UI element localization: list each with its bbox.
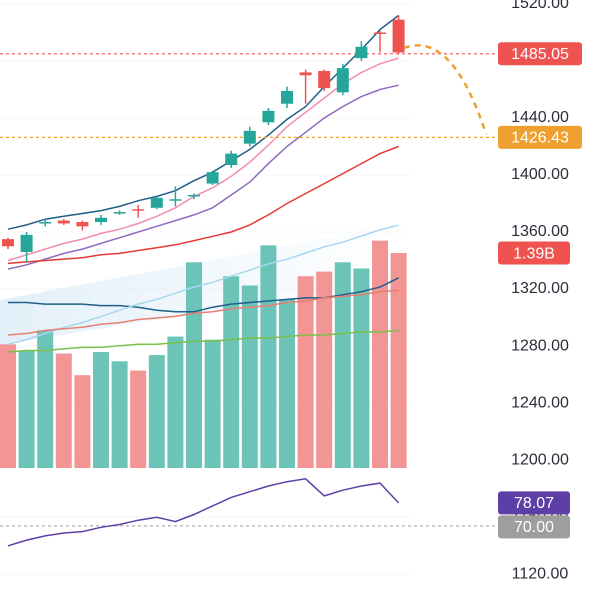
rsi-layer xyxy=(0,478,498,547)
candle-body xyxy=(76,222,89,227)
candle-body xyxy=(206,172,219,184)
volume-bar xyxy=(55,353,72,468)
volume-bar xyxy=(353,268,370,468)
y-tick-label: 1280.00 xyxy=(511,337,569,354)
volume-ma-line xyxy=(7,224,399,346)
volume-bar xyxy=(148,355,165,468)
y-tick-label: 1400.00 xyxy=(511,166,569,183)
candle-body xyxy=(39,222,52,224)
price-badge: 1426.43 xyxy=(511,130,569,147)
volume-bar xyxy=(167,336,184,468)
volume-bar xyxy=(0,344,16,468)
volume-bar xyxy=(279,299,295,468)
volume-bar xyxy=(111,361,128,468)
volume-badge: 1.39B xyxy=(513,245,555,262)
candle-body xyxy=(243,130,256,144)
price-ma-line xyxy=(7,84,399,270)
price-badge-bg xyxy=(498,42,582,66)
candle-body xyxy=(262,110,275,123)
candle-body xyxy=(95,217,107,223)
projection-curve xyxy=(403,44,488,135)
candle-body xyxy=(299,72,312,76)
volume-bar xyxy=(18,350,35,468)
candle-body xyxy=(113,212,126,214)
volume-bar xyxy=(316,271,333,468)
volume-bar xyxy=(130,370,147,468)
candle-body xyxy=(20,234,33,252)
volume-bar xyxy=(297,276,314,468)
rsi-level-badge-bg xyxy=(498,515,570,539)
candle-body xyxy=(188,194,200,197)
candle-body xyxy=(2,239,14,247)
volume-bar xyxy=(93,352,109,468)
candle-body xyxy=(150,197,163,208)
rsi-line xyxy=(7,478,400,547)
candle-body xyxy=(392,19,405,53)
volume-bar xyxy=(37,330,54,468)
candle-body xyxy=(57,220,70,224)
volume-bar xyxy=(204,339,221,468)
candle-body xyxy=(281,90,293,104)
volume-bar xyxy=(334,262,351,468)
y-tick-label: 1520.00 xyxy=(511,0,569,12)
y-tick-label: 1320.00 xyxy=(511,280,569,297)
price-ma-line xyxy=(7,57,399,262)
rsi-badge-bg xyxy=(498,491,570,515)
candle-body xyxy=(169,199,182,201)
volume-layer xyxy=(0,224,407,468)
price-layer xyxy=(0,14,498,270)
volume-ma-line xyxy=(7,289,399,336)
candle-body xyxy=(132,209,145,211)
badge-layer: 1485.05 1426.43 1.39B 78.07 70.00 xyxy=(498,42,582,539)
rsi-badge: 78.07 xyxy=(514,495,554,512)
price-ma-line xyxy=(7,14,400,230)
rsi-level-badge: 70.00 xyxy=(514,519,554,536)
y-tick-label: 1360.00 xyxy=(511,223,569,240)
candle-body xyxy=(336,68,349,93)
y-tick-label: 1200.00 xyxy=(511,451,569,468)
volume-bar xyxy=(390,253,407,468)
candle-body xyxy=(225,153,238,166)
volume-bar xyxy=(260,245,277,468)
volume-bar xyxy=(241,285,258,468)
y-tick-label: 1120.00 xyxy=(512,565,569,582)
y-tick-label: 1440.00 xyxy=(511,109,569,126)
price-badge: 1485.05 xyxy=(511,46,569,63)
candle-body xyxy=(318,70,331,89)
y-tick-label: 1240.00 xyxy=(511,394,569,411)
volume-bar xyxy=(186,262,202,468)
price-badge-bg xyxy=(498,125,582,149)
volume-bar xyxy=(223,276,240,468)
volume-ma-line xyxy=(7,329,399,353)
price-ma-line xyxy=(7,145,399,265)
volume-badge-bg xyxy=(498,241,570,265)
volume-bar xyxy=(372,240,388,468)
candle-body xyxy=(374,32,386,34)
candle-body xyxy=(355,46,368,59)
volume-bar xyxy=(74,375,91,468)
